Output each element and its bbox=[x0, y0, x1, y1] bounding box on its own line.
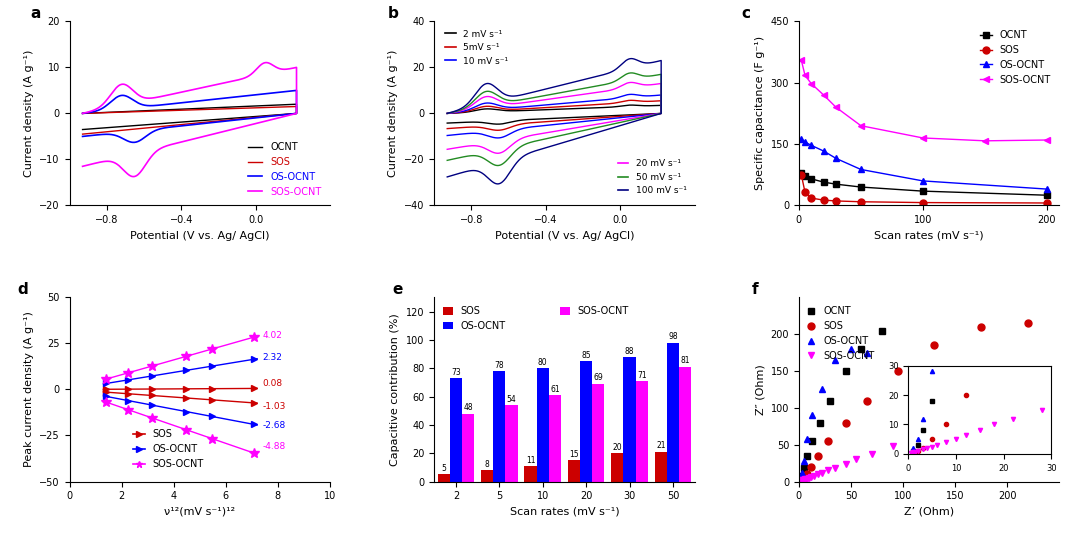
Y-axis label: Z″ (Ohm): Z″ (Ohm) bbox=[755, 364, 765, 415]
Y-axis label: Current density (A g⁻¹): Current density (A g⁻¹) bbox=[24, 50, 34, 177]
Text: 85: 85 bbox=[581, 351, 591, 360]
Text: a: a bbox=[30, 6, 41, 21]
Legend: OCNT, SOS, OS-OCNT, SOS-OCNT: OCNT, SOS, OS-OCNT, SOS-OCNT bbox=[804, 302, 878, 365]
Text: 98: 98 bbox=[668, 332, 677, 341]
X-axis label: Potential (V vs. Ag/ AgCl): Potential (V vs. Ag/ AgCl) bbox=[131, 231, 270, 241]
Text: d: d bbox=[17, 282, 28, 297]
Bar bbox=[568, 460, 580, 482]
Bar bbox=[592, 384, 605, 482]
X-axis label: Scan rates (mV s⁻¹): Scan rates (mV s⁻¹) bbox=[874, 231, 984, 241]
Bar bbox=[624, 357, 636, 482]
Legend: 20 mV s⁻¹, 50 mV s⁻¹, 100 mV s⁻¹: 20 mV s⁻¹, 50 mV s⁻¹, 100 mV s⁻¹ bbox=[614, 156, 690, 199]
Text: 4.02: 4.02 bbox=[262, 331, 282, 340]
Text: 54: 54 bbox=[506, 395, 517, 403]
Text: 73: 73 bbox=[452, 368, 461, 377]
Text: e: e bbox=[393, 282, 403, 297]
Text: 20: 20 bbox=[612, 443, 622, 452]
Text: 5: 5 bbox=[441, 464, 446, 473]
Y-axis label: Current density (A g⁻¹): Current density (A g⁻¹) bbox=[388, 50, 398, 177]
Legend: SOS, OS-OCNT, SOS-OCNT: SOS, OS-OCNT, SOS-OCNT bbox=[129, 425, 208, 473]
Text: -1.03: -1.03 bbox=[262, 402, 286, 411]
Text: -4.88: -4.88 bbox=[262, 442, 286, 452]
Bar bbox=[611, 453, 624, 482]
Text: -2.68: -2.68 bbox=[262, 422, 286, 430]
Text: 48: 48 bbox=[463, 403, 473, 412]
Text: 2.32: 2.32 bbox=[262, 353, 282, 362]
Text: 78: 78 bbox=[494, 361, 504, 370]
Bar bbox=[537, 368, 549, 482]
Legend: OCNT, SOS, OS-OCNT, SOS-OCNT: OCNT, SOS, OS-OCNT, SOS-OCNT bbox=[244, 138, 325, 201]
Bar bbox=[505, 405, 518, 482]
Y-axis label: Peak current density (A g⁻¹): Peak current density (A g⁻¹) bbox=[24, 311, 33, 468]
Bar bbox=[449, 378, 462, 482]
Text: 81: 81 bbox=[681, 356, 690, 365]
Text: 15: 15 bbox=[569, 450, 579, 459]
X-axis label: ν¹²(mV s⁻¹)¹²: ν¹²(mV s⁻¹)¹² bbox=[164, 507, 235, 517]
Text: f: f bbox=[752, 282, 759, 297]
Text: 0.08: 0.08 bbox=[262, 379, 282, 388]
Bar bbox=[482, 470, 493, 482]
Text: 88: 88 bbox=[625, 347, 635, 355]
X-axis label: Z’ (Ohm): Z’ (Ohm) bbox=[904, 507, 954, 517]
Legend: OCNT, SOS, OS-OCNT, SOS-OCNT: OCNT, SOS, OS-OCNT, SOS-OCNT bbox=[976, 26, 1054, 89]
Bar bbox=[524, 466, 537, 482]
Bar bbox=[549, 395, 561, 482]
Bar bbox=[462, 414, 474, 482]
X-axis label: Potential (V vs. Ag/ AgCl): Potential (V vs. Ag/ AgCl) bbox=[494, 231, 635, 241]
Text: c: c bbox=[742, 6, 750, 21]
Bar bbox=[636, 381, 647, 482]
Text: 80: 80 bbox=[538, 358, 548, 367]
Y-axis label: Capacitive contribution (%): Capacitive contribution (%) bbox=[391, 313, 400, 466]
Bar bbox=[493, 371, 505, 482]
Bar bbox=[580, 361, 592, 482]
X-axis label: Scan rates (mV s⁻¹): Scan rates (mV s⁻¹) bbox=[509, 507, 620, 517]
Text: 69: 69 bbox=[594, 373, 603, 383]
Legend: SOS-OCNT: SOS-OCNT bbox=[556, 302, 632, 320]
Text: b: b bbox=[387, 6, 398, 21]
Text: 11: 11 bbox=[525, 455, 535, 464]
Bar bbox=[655, 452, 667, 482]
Bar bbox=[679, 367, 691, 482]
Text: 21: 21 bbox=[656, 441, 666, 450]
Text: 71: 71 bbox=[637, 371, 646, 379]
Text: 8: 8 bbox=[485, 460, 490, 469]
Text: 61: 61 bbox=[550, 385, 560, 394]
Y-axis label: Specific capacitance (F g⁻¹): Specific capacitance (F g⁻¹) bbox=[755, 36, 765, 190]
Bar bbox=[667, 343, 679, 482]
Bar bbox=[438, 475, 449, 482]
